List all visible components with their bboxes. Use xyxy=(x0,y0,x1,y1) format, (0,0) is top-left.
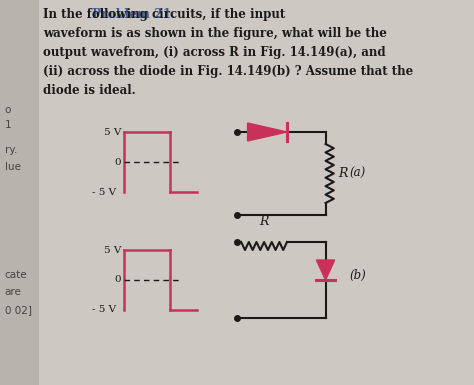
Text: R: R xyxy=(259,215,269,228)
Text: 0 02]: 0 02] xyxy=(5,305,32,315)
Text: are: are xyxy=(5,287,21,297)
Text: diode is ideal.: diode is ideal. xyxy=(43,84,136,97)
Text: 1: 1 xyxy=(5,120,11,130)
Text: 5 V: 5 V xyxy=(104,246,121,254)
Text: Problem 21.: Problem 21. xyxy=(91,8,175,21)
Text: 5 V: 5 V xyxy=(104,127,121,137)
Polygon shape xyxy=(247,123,287,141)
Text: lue: lue xyxy=(5,162,20,172)
Text: - 5 V: - 5 V xyxy=(92,306,117,315)
Text: In the following circuits, if the input: In the following circuits, if the input xyxy=(43,8,285,21)
Text: waveform is as shown in the figure, what will be the: waveform is as shown in the figure, what… xyxy=(43,27,387,40)
Polygon shape xyxy=(316,260,335,280)
Text: - 5 V: - 5 V xyxy=(92,187,117,196)
Text: output wavefrom, (i) across R in Fig. 14.149(a), and: output wavefrom, (i) across R in Fig. 14… xyxy=(43,46,386,59)
Text: R: R xyxy=(338,167,348,180)
Text: 0: 0 xyxy=(114,276,121,285)
Bar xyxy=(0,0,38,385)
Text: o: o xyxy=(5,105,11,115)
Text: (a): (a) xyxy=(349,167,365,180)
Text: cate: cate xyxy=(5,270,27,280)
Text: ry.: ry. xyxy=(5,145,17,155)
Text: 0: 0 xyxy=(114,157,121,166)
Text: (ii) across the diode in Fig. 14.149(b) ? Assume that the: (ii) across the diode in Fig. 14.149(b) … xyxy=(43,65,413,78)
Text: (b): (b) xyxy=(349,268,366,281)
